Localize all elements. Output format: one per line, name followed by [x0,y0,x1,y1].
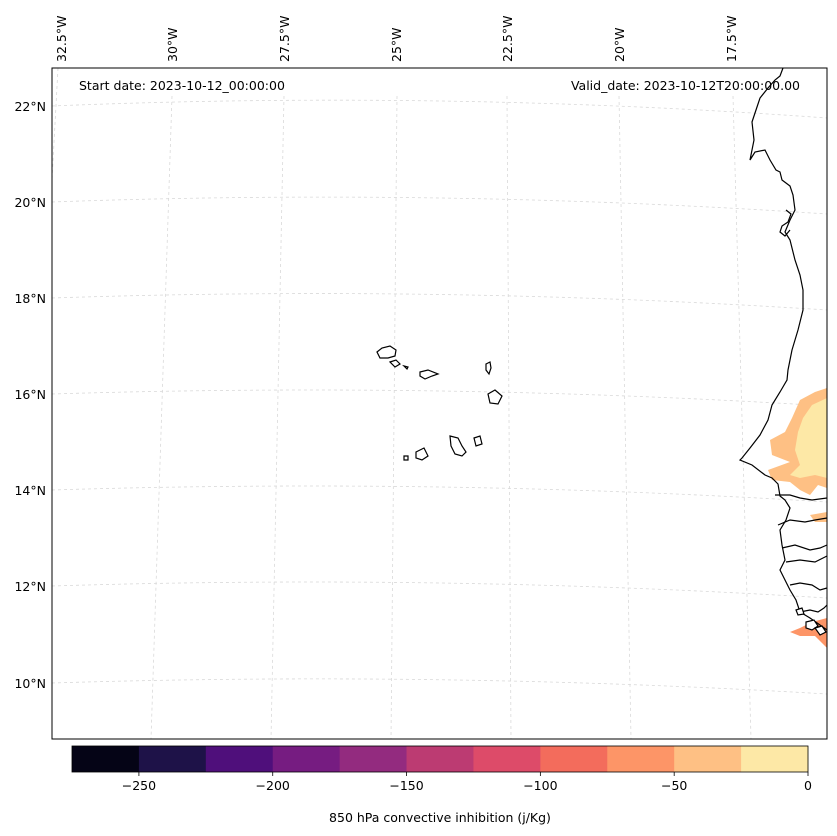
cin-fill-regions [768,388,827,648]
colorbar-swatch [674,746,742,772]
meridian-22-5w [506,95,512,740]
coastline-north [738,67,828,631]
lat-label-18n: 18°N [14,291,46,306]
meridian-25w [390,95,398,740]
lon-label-17-5w: 17.5°W [724,16,739,62]
cin-region-pale-yellow [790,398,827,478]
coastline-gambia [775,494,828,501]
start-date-label: Start date: 2023-10-12_00:00:00 [79,78,285,93]
colorbar-swatch [741,746,809,772]
colorbar-tick-label: 0 [804,778,812,793]
colorbar-swatch [72,746,140,772]
colorbar-swatch [607,746,675,772]
lon-label-27-5w: 27.5°W [277,16,292,62]
bijagos-island-2 [814,625,827,636]
lon-label-20w: 20°W [612,27,627,62]
parallel-20n [51,196,828,215]
lat-label-20n: 20°N [14,195,46,210]
colorbar-swatch [339,746,408,772]
colorbar-swatch [473,746,541,772]
parallel-16n [51,389,828,407]
parallel-22n [51,99,828,119]
map-frame [52,68,827,739]
parallel-12n [51,581,828,599]
meridian-17-5w [732,95,752,740]
lat-label-16n: 16°N [14,387,46,402]
colorbar-swatch [138,746,207,772]
longitude-labels: 32.5°W 30°W 27.5°W 25°W 22.5°W 20°W 17.5… [54,16,739,62]
colorbar-tick-label: −150 [389,778,423,793]
colorbar-tick-label: −200 [256,778,290,793]
valid-date-label: Valid_date: 2023-10-12T20:00:00.00 [571,78,800,93]
boa-vista-island [487,389,503,405]
cape-verde-islands [376,345,503,461]
colorbar-title: 850 hPa convective inhibition (j/Kg) [329,810,551,825]
latitude-labels: 22°N 20°N 18°N 16°N 14°N 12°N 10°N [14,99,46,691]
meridian-20w [618,95,632,740]
cin-region-light-orange-small [810,512,827,522]
lon-label-32-5w: 32.5°W [54,16,69,62]
colorbar-ticks: −250 −200 −150 −100 −50 0 [122,772,812,793]
colorbar-tick-label: −50 [661,778,687,793]
colorbar-swatch [205,746,274,772]
lon-label-30w: 30°W [165,27,180,62]
lat-label-12n: 12°N [14,579,46,594]
colorbar-swatch [272,746,341,772]
gridlines [51,67,828,740]
colorbar-swatch [540,746,608,772]
colorbar-tick-label: −100 [523,778,557,793]
santa-luzia-island [402,364,409,371]
colorbar-swatch [406,746,474,772]
colorbar-tick-label: −250 [122,778,156,793]
brava-island [403,455,409,461]
colorbar-swatches [72,746,809,772]
lon-label-22-5w: 22.5°W [500,16,515,62]
meridian-27-5w [270,95,285,740]
coastline-western-sahara-inlet [779,209,792,237]
lon-label-25w: 25°W [389,27,404,62]
santiago-island [449,435,467,457]
parallel-10n [51,678,828,695]
coastline-sierra-leone [789,582,828,613]
sao-vicente-island [388,359,401,368]
african-coastline [738,67,828,636]
santo-antao-island [376,345,397,359]
lat-label-22n: 22°N [14,99,46,114]
sal-island [485,361,492,376]
meridian-30w [150,95,173,740]
colorbar-border [71,745,809,773]
bijagos-island-3 [795,607,805,616]
lat-label-14n: 14°N [14,483,46,498]
sao-nicolau-island [419,369,440,380]
colorbar: −250 −200 −150 −100 −50 0 850 hPa convective … [71,745,812,825]
map-border [51,67,828,740]
parallel-14n [51,485,828,503]
maio-island [473,435,483,447]
lat-label-10n: 10°N [14,676,46,691]
meridian-32-5w [51,67,59,181]
parallel-18n [51,293,828,311]
coastline-guinea-bissau [777,517,828,563]
fogo-island [415,447,429,461]
